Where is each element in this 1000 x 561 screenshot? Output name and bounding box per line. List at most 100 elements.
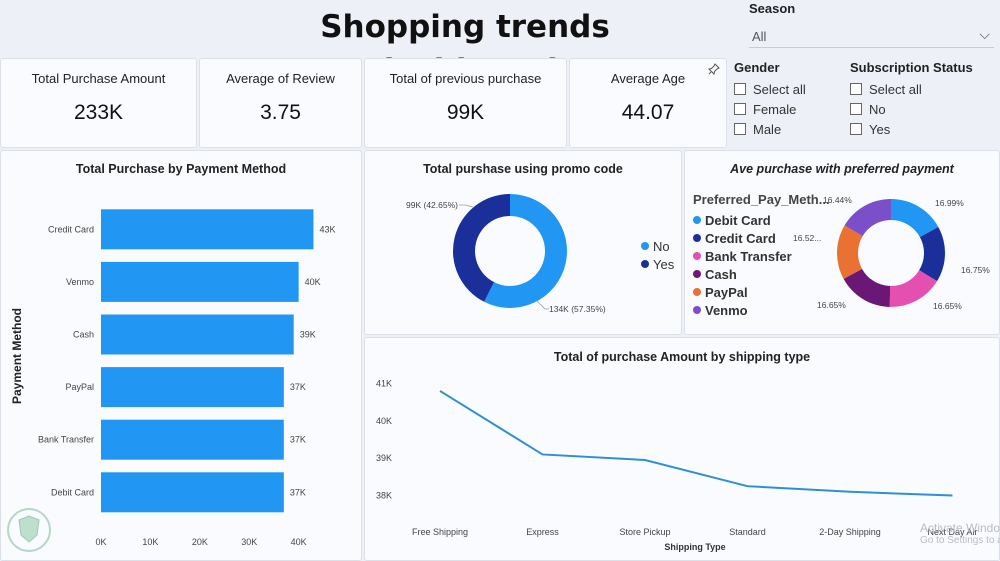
bar bbox=[101, 367, 284, 408]
x-tick-label: Standard bbox=[729, 527, 766, 537]
legend-item-bank-transfer[interactable]: Bank Transfer bbox=[693, 247, 830, 265]
data-label: 40K bbox=[305, 277, 321, 287]
legend-item-yes[interactable]: Yes bbox=[641, 255, 674, 273]
y-axis-label: Payment Method bbox=[10, 308, 24, 404]
legend-dot bbox=[693, 252, 701, 260]
logo-icon bbox=[4, 505, 54, 559]
donut-slice bbox=[843, 268, 891, 307]
bar bbox=[101, 261, 299, 302]
legend-item-cash[interactable]: Cash bbox=[693, 265, 830, 283]
data-label: 16.65% bbox=[817, 300, 846, 310]
kpi-value: 99K bbox=[446, 101, 485, 124]
x-tick-label: Next Day Air bbox=[927, 527, 977, 537]
legend-label: No bbox=[653, 238, 670, 254]
leader-line bbox=[459, 204, 474, 208]
gender-option-male[interactable]: Male bbox=[734, 119, 844, 139]
subscription-option-yes[interactable]: Yes bbox=[850, 119, 995, 139]
kpi-total-purchase-amount: Total Purchase Amount 233K bbox=[0, 58, 197, 148]
data-label: 43K bbox=[319, 224, 335, 234]
kpi-average-age: Average Age 44.07 bbox=[569, 58, 727, 148]
x-tick-label: 40K bbox=[291, 537, 307, 547]
legend-label: Debit Card bbox=[705, 212, 771, 228]
promo-legend: No Yes bbox=[641, 237, 674, 273]
watermark-line1: Activate Windows bbox=[920, 521, 1000, 535]
legend-item-debit-card[interactable]: Debit Card bbox=[693, 211, 830, 229]
data-label: 39K bbox=[300, 330, 316, 340]
donut-slice bbox=[891, 199, 939, 238]
x-tick-label: 0K bbox=[95, 537, 106, 547]
donut-slice bbox=[452, 194, 510, 302]
donut-slice bbox=[484, 194, 567, 308]
promo-code-donut-chart: Total purshase using promo code 134K (57… bbox=[364, 150, 682, 335]
legend-dot bbox=[693, 270, 701, 278]
x-axis-label: Shipping Type bbox=[664, 542, 725, 552]
bar bbox=[101, 419, 284, 460]
chart-title: Total of purchase Amount by shipping typ… bbox=[553, 350, 811, 364]
checkbox[interactable] bbox=[850, 83, 862, 95]
legend-label: Cash bbox=[705, 266, 737, 282]
gender-slicer: Gender Select all Female Male bbox=[734, 60, 844, 139]
donut-slice bbox=[889, 270, 938, 307]
legend-dot bbox=[693, 234, 701, 242]
season-label: Season bbox=[749, 1, 796, 16]
data-label: 37K bbox=[290, 382, 306, 392]
kpi-label: Total of previous purchase bbox=[389, 71, 542, 86]
bar bbox=[101, 472, 284, 513]
pin-icon[interactable] bbox=[708, 63, 720, 75]
payment-method-bar-chart: Total Purchase by Payment Method Payment… bbox=[0, 150, 362, 561]
legend-label: Bank Transfer bbox=[705, 248, 792, 264]
checkbox[interactable] bbox=[734, 123, 746, 135]
chart-title: Total Purchase by Payment Method bbox=[75, 162, 287, 176]
donut-slice bbox=[844, 199, 891, 237]
checkbox[interactable] bbox=[734, 83, 746, 95]
line-chart-svg: 38K 39K 40K 41K Free Shipping Express Store Pi… bbox=[376, 378, 978, 552]
gender-option-select-all[interactable]: Select all bbox=[734, 79, 844, 99]
legend-label: Credit Card bbox=[705, 230, 776, 246]
option-label: No bbox=[869, 101, 886, 117]
legend-dot bbox=[641, 242, 649, 250]
legend-dot bbox=[693, 216, 701, 224]
data-label: 37K bbox=[290, 487, 306, 497]
page-title: Shopping trends dashboard bbox=[320, 9, 610, 89]
y-tick-label: 38K bbox=[376, 491, 392, 501]
activate-windows-watermark: Activate Windows Go to Settings to activ… bbox=[920, 521, 1000, 561]
option-label: Female bbox=[753, 101, 797, 117]
option-label: Select all bbox=[753, 81, 806, 97]
legend-item-venmo[interactable]: Venmo bbox=[693, 301, 830, 319]
subscription-option-no[interactable]: No bbox=[850, 99, 995, 119]
legend-label: PayPal bbox=[705, 284, 748, 300]
checkbox[interactable] bbox=[850, 123, 862, 135]
gender-title: Gender bbox=[734, 60, 780, 75]
subscription-option-select-all[interactable]: Select all bbox=[850, 79, 995, 99]
legend-item-credit-card[interactable]: Credit Card bbox=[693, 229, 830, 247]
shipping-type-line-chart: Total of purchase Amount by shipping typ… bbox=[364, 337, 1000, 561]
chart-title: Ave purchase with preferred payment bbox=[730, 162, 954, 176]
chart-title: Total purshase using promo code bbox=[423, 162, 623, 176]
data-label: 134K (57.35%) bbox=[549, 304, 606, 314]
donut-chart-svg: 134K (57.35%) 99K (42.65%) bbox=[406, 194, 606, 314]
donut-slice bbox=[837, 225, 863, 279]
x-tick-label: 30K bbox=[241, 537, 257, 547]
leader-line bbox=[536, 300, 549, 310]
checkbox[interactable] bbox=[850, 103, 862, 115]
data-label: 16.75% bbox=[961, 265, 990, 275]
legend-item-paypal[interactable]: PayPal bbox=[693, 283, 830, 301]
x-tick-label: Free Shipping bbox=[412, 527, 468, 537]
kpi-previous-purchase: Total of previous purchase 99K bbox=[364, 58, 567, 148]
category-label: Cash bbox=[73, 330, 94, 340]
x-tick-label: Store Pickup bbox=[619, 527, 670, 537]
donut-slice bbox=[919, 226, 945, 282]
kpi-value: 3.75 bbox=[260, 101, 301, 124]
data-label: 16.52... bbox=[793, 233, 821, 243]
x-tick-label: 20K bbox=[192, 537, 208, 547]
y-tick-label: 39K bbox=[376, 453, 392, 463]
checkbox[interactable] bbox=[734, 103, 746, 115]
category-label: Venmo bbox=[66, 277, 94, 287]
season-dropdown[interactable]: All ⌵ bbox=[749, 24, 994, 48]
legend-dot bbox=[693, 306, 701, 314]
legend-label: Venmo bbox=[705, 302, 748, 318]
option-label: Yes bbox=[869, 121, 891, 137]
gender-option-female[interactable]: Female bbox=[734, 99, 844, 119]
chevron-down-icon: ⌵ bbox=[979, 26, 990, 42]
legend-item-no[interactable]: No bbox=[641, 237, 674, 255]
